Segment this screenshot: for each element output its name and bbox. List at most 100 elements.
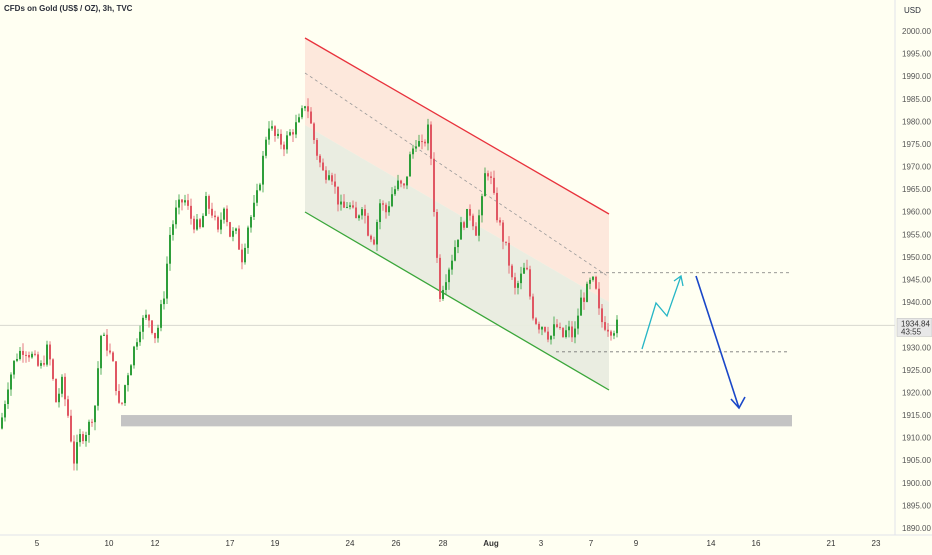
candle-body xyxy=(583,297,585,302)
candle-body xyxy=(118,390,120,403)
x-tick-label: 17 xyxy=(226,539,235,548)
candle-body xyxy=(160,304,162,328)
candle-body xyxy=(316,139,318,156)
candle-body xyxy=(439,257,441,299)
candle-body xyxy=(187,200,189,206)
candle-body xyxy=(271,126,273,129)
candle-body xyxy=(22,350,24,355)
candle-body xyxy=(469,209,471,216)
candle-body xyxy=(178,199,180,208)
candle-body xyxy=(508,242,510,266)
candle-body xyxy=(235,228,237,231)
candle-body xyxy=(370,235,372,240)
candle-body xyxy=(382,203,384,205)
candle-body xyxy=(376,222,378,245)
candle-body xyxy=(319,155,321,163)
candle-body xyxy=(181,199,183,203)
projection-up-arrowhead xyxy=(673,274,684,287)
candle-body xyxy=(409,154,411,177)
countdown-label: 43:55 xyxy=(901,327,922,336)
candle-body xyxy=(43,363,45,365)
candle-body xyxy=(511,265,513,278)
y-tick-label: 1940.00 xyxy=(902,298,931,307)
candle-body xyxy=(292,132,294,135)
candle-body xyxy=(172,224,174,235)
candle-body xyxy=(433,158,435,212)
candle-body xyxy=(217,217,219,230)
candle-body xyxy=(103,334,105,336)
projection-down-arrow xyxy=(695,275,740,409)
candle-body xyxy=(484,173,486,197)
candle-body xyxy=(70,415,72,442)
candle-body xyxy=(529,269,531,297)
candle-body xyxy=(175,207,177,225)
candle-body xyxy=(283,144,285,150)
candle-body xyxy=(307,106,309,112)
x-tick-label: 26 xyxy=(392,539,401,548)
candle-body xyxy=(154,332,156,339)
candle-body xyxy=(229,222,231,237)
candle-body xyxy=(421,141,423,143)
candle-body xyxy=(166,263,168,299)
candle-body xyxy=(58,393,60,403)
candle-body xyxy=(526,267,528,270)
candle-body xyxy=(388,206,390,213)
x-tick-label: 16 xyxy=(752,539,761,548)
candle-body xyxy=(244,247,246,263)
candle-body xyxy=(454,247,456,261)
candle-body xyxy=(4,404,6,418)
candle-body xyxy=(94,405,96,423)
candle-body xyxy=(211,208,213,216)
candle-body xyxy=(313,123,315,140)
candle-body xyxy=(10,374,12,390)
y-tick-label: 1965.00 xyxy=(902,185,931,194)
y-tick-label: 1980.00 xyxy=(902,117,931,126)
candle-body xyxy=(7,389,9,405)
candle-body xyxy=(19,350,21,360)
candle-body xyxy=(145,314,147,318)
candle-body xyxy=(574,328,576,338)
candle-body xyxy=(13,360,15,375)
candle-body xyxy=(394,189,396,195)
candle-body xyxy=(427,124,429,144)
candle-body xyxy=(91,421,93,423)
candle-body xyxy=(556,324,558,327)
candle-body xyxy=(214,215,216,218)
candle-body xyxy=(520,273,522,284)
y-tick-label: 1975.00 xyxy=(902,140,931,149)
channel-mid-line xyxy=(304,72,610,278)
candle-body xyxy=(139,331,141,343)
candle-body xyxy=(196,219,198,230)
candle-body xyxy=(148,314,150,321)
candle-body xyxy=(457,239,459,248)
candle-body xyxy=(523,267,525,274)
y-tick-label: 1945.00 xyxy=(902,276,931,285)
candle-body xyxy=(256,190,258,203)
candle-body xyxy=(112,352,114,362)
candle-body xyxy=(151,320,153,333)
candle-body xyxy=(247,227,249,248)
x-tick-label: 23 xyxy=(872,539,881,548)
candle-body xyxy=(220,219,222,230)
candle-body xyxy=(205,196,207,216)
candle-body xyxy=(430,124,432,159)
x-tick-label: 28 xyxy=(439,539,448,548)
candle-body xyxy=(544,326,546,332)
x-tick-label: 19 xyxy=(271,539,280,548)
candle-body xyxy=(82,434,84,442)
candle-body xyxy=(250,216,252,228)
candle-body xyxy=(502,222,504,242)
y-tick-label: 2000.00 xyxy=(902,27,931,36)
current-price-box xyxy=(896,318,932,337)
candle-body xyxy=(67,399,69,416)
candle-body xyxy=(208,196,210,209)
y-tick-label: 1900.00 xyxy=(902,479,931,488)
candle-body xyxy=(124,385,126,404)
candle-body xyxy=(268,128,270,140)
candle-body xyxy=(190,205,192,219)
candle-body xyxy=(127,375,129,386)
candle-body xyxy=(46,344,48,365)
candle-body xyxy=(34,353,36,355)
